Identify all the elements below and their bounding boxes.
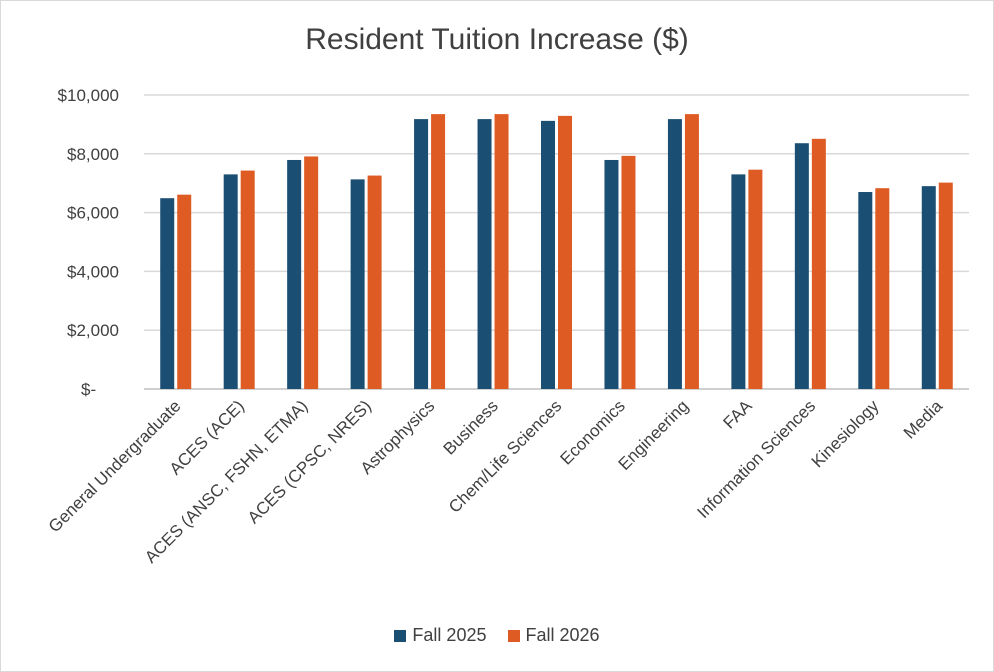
bar-fall-2025 <box>667 119 682 389</box>
x-tick-label: FAA <box>720 396 757 433</box>
bar-fall-2025 <box>921 186 936 389</box>
legend-label: Fall 2026 <box>525 625 600 645</box>
x-tick-label: ACES (CPSC, NRES) <box>244 396 375 527</box>
bar-fall-2026 <box>811 138 826 389</box>
x-tick-label: Media <box>900 396 947 443</box>
bar-fall-2026 <box>938 182 953 389</box>
bar-fall-2026 <box>367 175 382 389</box>
legend-label: Fall 2025 <box>412 625 487 645</box>
x-tick-label: Kinesiology <box>808 396 883 471</box>
bar-fall-2026 <box>240 170 255 389</box>
x-tick-label: Business <box>440 396 502 458</box>
bar-fall-2025 <box>287 159 302 389</box>
y-tick-label: $8,000 <box>67 145 119 164</box>
bar-fall-2026 <box>621 155 636 389</box>
legend-swatch <box>507 629 520 642</box>
x-tick-label: Information Sciences <box>693 396 819 522</box>
bar-fall-2026 <box>748 169 763 389</box>
bar-fall-2025 <box>794 143 809 389</box>
y-tick-label: $10,000 <box>58 86 119 105</box>
legend-swatch <box>394 629 407 642</box>
bar-fall-2026 <box>875 188 890 389</box>
bar-fall-2025 <box>604 159 619 389</box>
bar-fall-2025 <box>731 174 746 389</box>
bar-fall-2026 <box>558 115 572 390</box>
bar-fall-2026 <box>304 156 319 389</box>
bar-fall-2026 <box>494 114 509 390</box>
bar-fall-2025 <box>541 120 555 389</box>
x-tick-label: General Undergraduate <box>45 396 185 536</box>
y-tick-label: $- <box>81 380 96 399</box>
bar-fall-2026 <box>684 114 699 390</box>
legend-item-fall-2026: Fall 2026 <box>507 625 600 646</box>
bar-fall-2025 <box>160 198 175 389</box>
bar-fall-2025 <box>350 179 365 389</box>
legend: Fall 2025 Fall 2026 <box>1 625 993 647</box>
x-tick-label: Chem/Life Sciences <box>445 396 565 516</box>
legend-item-fall-2025: Fall 2025 <box>394 625 486 646</box>
bar-fall-2025 <box>223 174 238 389</box>
bar-fall-2025 <box>414 119 429 389</box>
bar-fall-2026 <box>177 194 192 389</box>
bar-fall-2025 <box>477 119 492 389</box>
y-tick-label: $6,000 <box>67 204 119 223</box>
bar-fall-2026 <box>431 114 446 390</box>
y-tick-label: $4,000 <box>67 262 119 281</box>
chart-title: Resident Tuition Increase ($) <box>305 23 689 56</box>
y-tick-label: $2,000 <box>67 321 119 340</box>
bar-fall-2025 <box>858 192 873 389</box>
